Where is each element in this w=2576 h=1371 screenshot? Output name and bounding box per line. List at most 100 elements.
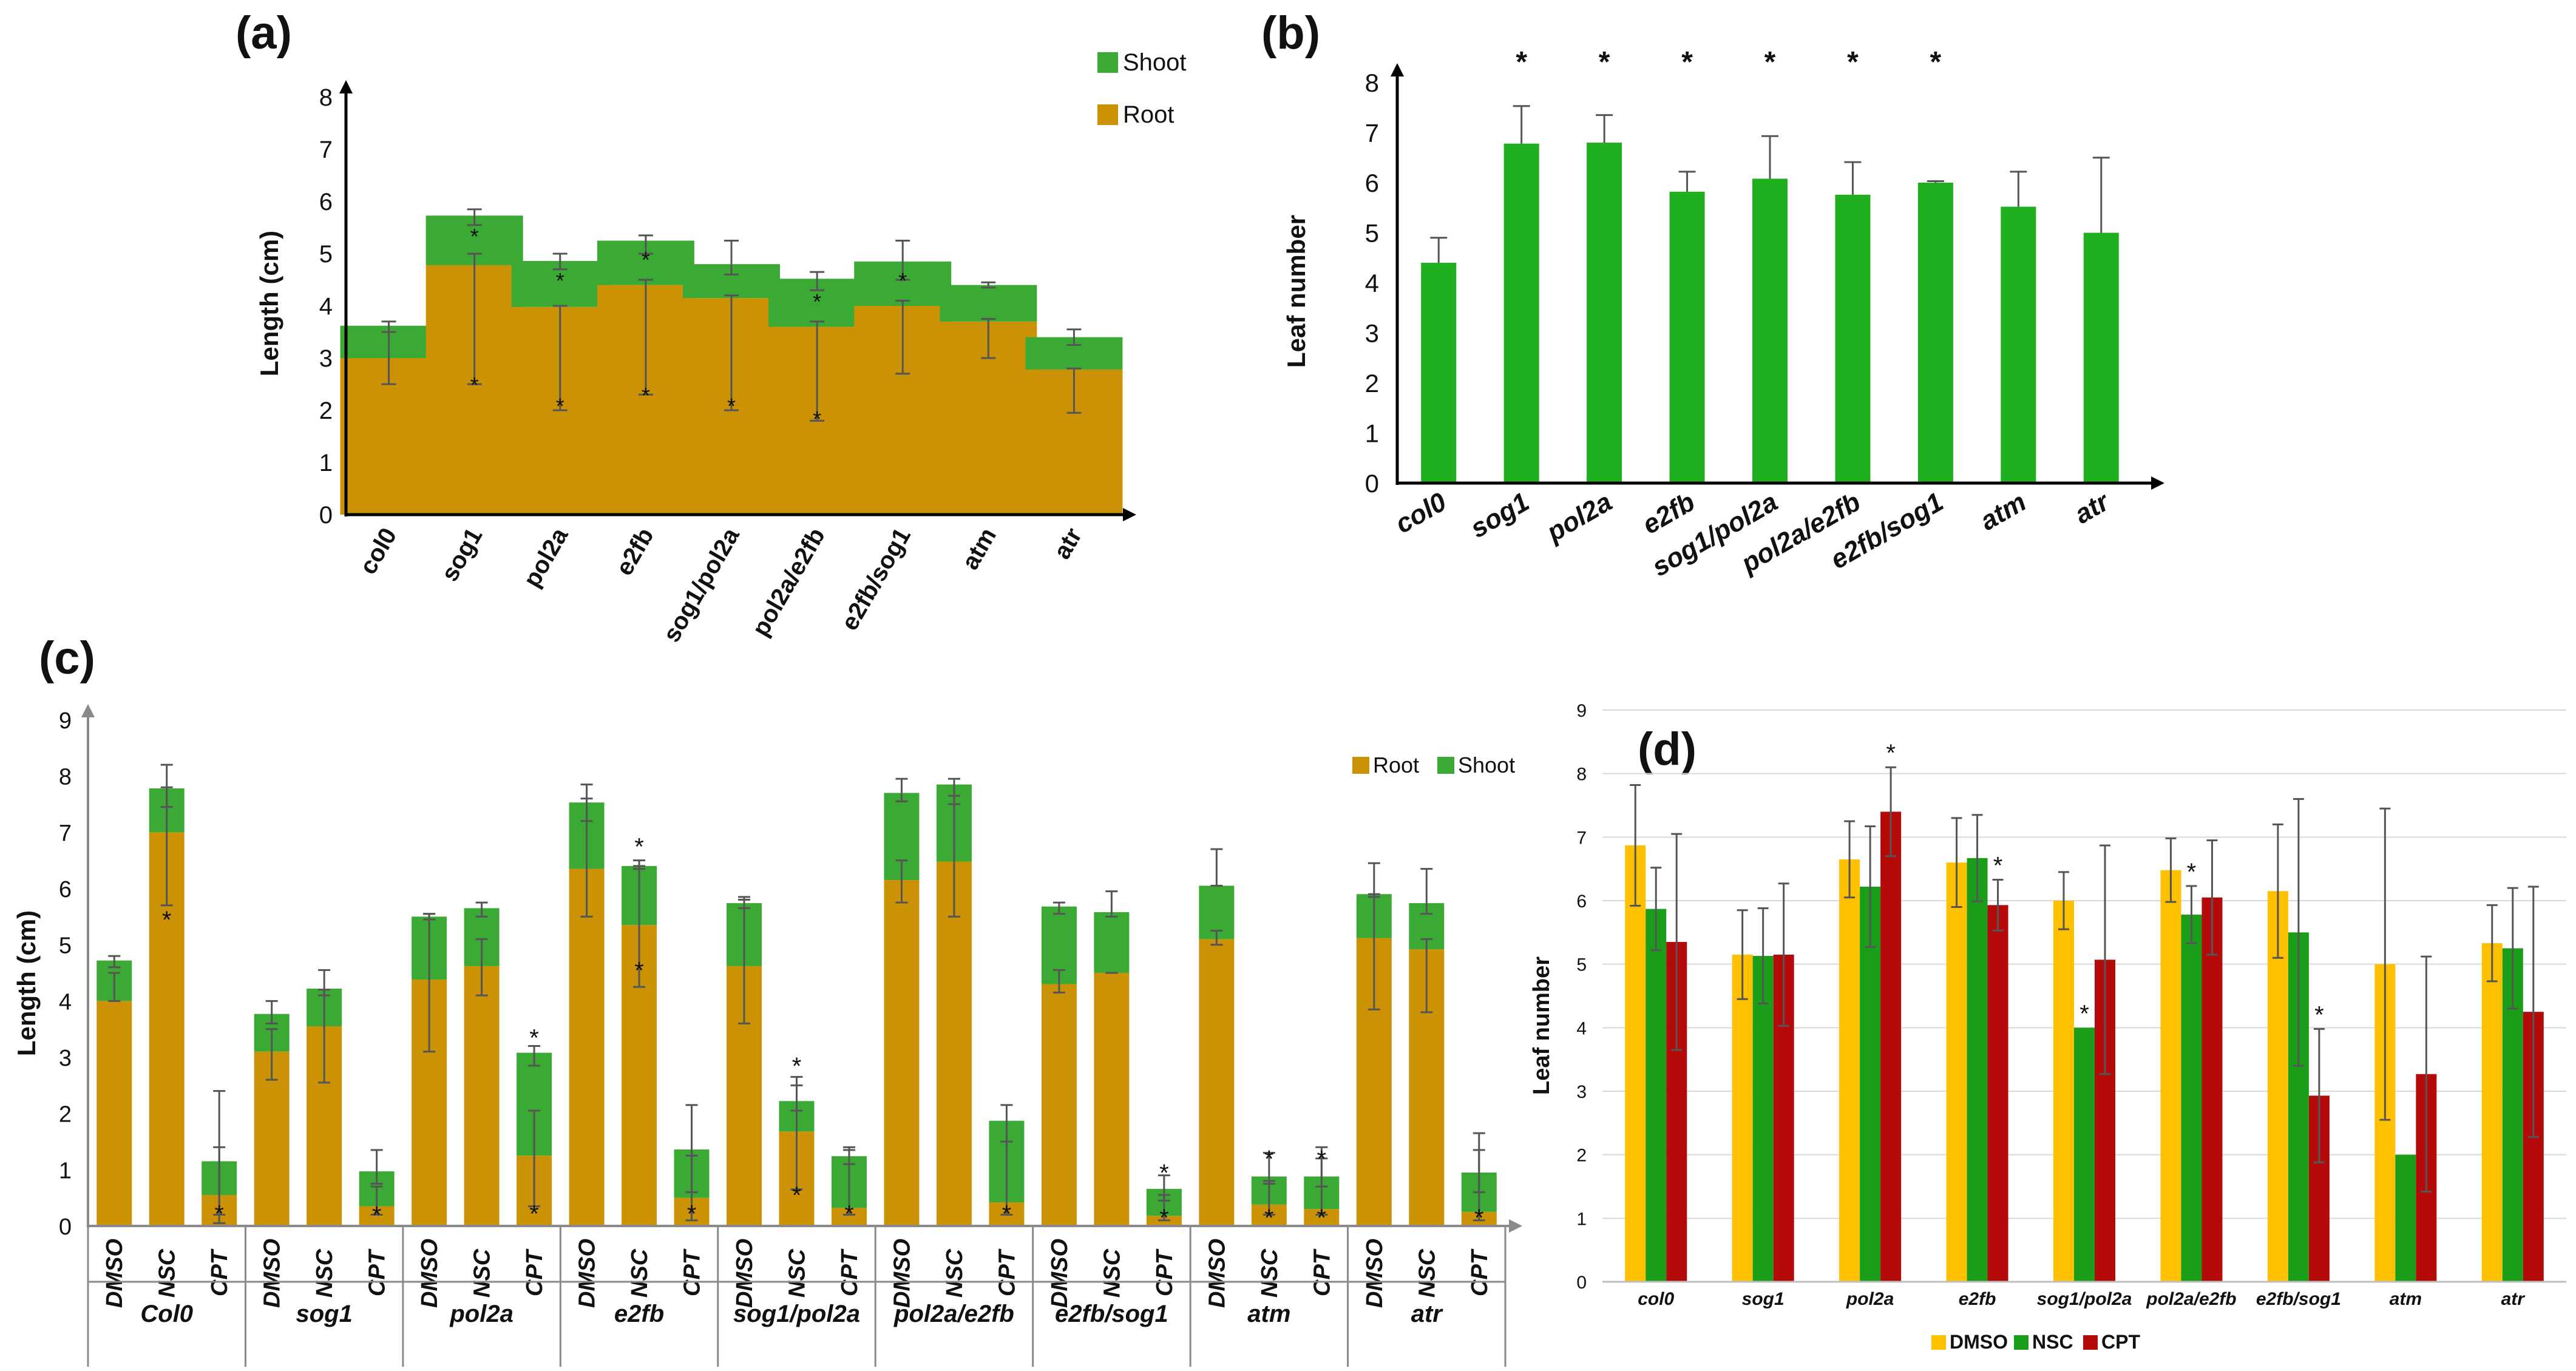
c-xtick-5: CPT <box>365 1248 390 1296</box>
a-ytick-6: 6 <box>319 189 333 215</box>
panel-label-c: (c) <box>39 632 95 684</box>
b-xtick-7: atm <box>1975 487 2031 537</box>
c-ytick-8: 8 <box>59 765 72 790</box>
c-bar-root-0 <box>97 1001 132 1226</box>
c-xtick-26: CPT <box>1467 1248 1493 1296</box>
c-bar-root-15 <box>884 880 920 1226</box>
c-xtick-10: NSC <box>627 1248 652 1298</box>
b-xtick-2: pol2a <box>1541 487 1617 547</box>
b-ytick-2: 2 <box>1365 369 1379 398</box>
c-ytick-5: 5 <box>59 933 72 959</box>
d-bar-dmso-1 <box>1732 954 1753 1282</box>
d-bar-dmso-0 <box>1625 845 1646 1282</box>
d-bar-dmso-8 <box>2481 943 2503 1282</box>
d-xtick-2: pol2a <box>1846 1289 1894 1309</box>
a-y-axis-arrow <box>339 80 353 93</box>
b-ytick-3: 3 <box>1365 319 1379 348</box>
b-bar-0 <box>1421 263 1457 483</box>
legend-c-shoot-label: Shoot <box>1458 753 1515 777</box>
c-bar-root-7 <box>464 966 500 1226</box>
a-ytick-5: 5 <box>319 241 333 268</box>
b-x-axis-arrow <box>2151 476 2164 490</box>
c-xtick-8: CPT <box>522 1248 547 1296</box>
legend-d-dmso-label: DMSO <box>1950 1331 2008 1353</box>
c-ytick-2: 2 <box>59 1102 72 1128</box>
c-ytick-4: 4 <box>59 989 72 1015</box>
d-sig-cpt-3: * <box>1993 852 2003 879</box>
d-sig-cpt-2: * <box>1886 740 1896 767</box>
c-sig-shoot-22: * <box>1264 1146 1274 1173</box>
c-bar-root-9 <box>569 868 605 1226</box>
d-sig-cpt-6: * <box>2314 1001 2324 1028</box>
b-bar-6 <box>1917 183 1953 483</box>
legend-d-cpt-swatch <box>2083 1335 2098 1350</box>
c-sig-shoot-10: * <box>634 834 644 861</box>
c-bar-root-19 <box>1094 973 1130 1226</box>
a-ytick-8: 8 <box>319 84 333 111</box>
a-ytick-4: 4 <box>319 293 333 320</box>
c-xtick-11: CPT <box>680 1248 705 1296</box>
d-ytick-8: 8 <box>1576 765 1587 785</box>
d-ytick-0: 0 <box>1576 1273 1587 1293</box>
b-ytick-0: 0 <box>1365 469 1379 498</box>
legend-c-shoot-swatch <box>1437 757 1454 774</box>
d-ytick-3: 3 <box>1576 1082 1587 1102</box>
c-xtick-15: DMSO <box>889 1239 915 1308</box>
a-sig-root-3: * <box>642 383 650 408</box>
a-sig-shoot-2: * <box>556 268 564 293</box>
a-xtick-8: atr <box>1049 524 1088 564</box>
c-group-label-6: e2fb/sog1 <box>1055 1301 1168 1327</box>
c-group-label-0: Col0 <box>140 1301 193 1327</box>
panel-d-ylabel: Leaf number <box>1529 956 1554 1095</box>
c-bar-root-3 <box>254 1051 290 1226</box>
d-ytick-5: 5 <box>1576 955 1587 975</box>
c-ytick-7: 7 <box>59 821 72 846</box>
a-ytick-7: 7 <box>319 137 333 163</box>
c-xtick-9: DMSO <box>575 1239 600 1308</box>
b-sig-4: * <box>1764 46 1776 78</box>
c-sig-root-23: * <box>1317 1205 1327 1231</box>
a-sig-shoot-6: * <box>898 268 907 293</box>
a-ytick-1: 1 <box>319 450 333 476</box>
c-xtick-25: NSC <box>1414 1248 1440 1298</box>
a-xtick-5: pol2a/e2fb <box>747 524 830 641</box>
d-xtick-5: pol2a/e2fb <box>2146 1289 2236 1309</box>
d-ytick-9: 9 <box>1576 701 1587 721</box>
b-xtick-8: atr <box>2070 486 2116 530</box>
c-xtick-6: DMSO <box>417 1239 442 1308</box>
d-ytick-2: 2 <box>1576 1146 1587 1166</box>
b-bar-8 <box>2083 232 2119 483</box>
c-sig-root-5: * <box>372 1202 382 1228</box>
b-sig-6: * <box>1930 46 1942 78</box>
c-xtick-0: DMSO <box>102 1239 127 1308</box>
a-xtick-4: sog1/pol2a <box>658 523 745 647</box>
c-sig-root-2: * <box>214 1201 224 1228</box>
panel-label-b: (b) <box>1261 7 1320 59</box>
a-sig-shoot-1: * <box>470 224 479 249</box>
c-sig-root-11: * <box>687 1201 697 1228</box>
legend-c-root-label: Root <box>1373 753 1419 777</box>
d-xtick-1: sog1 <box>1742 1289 1785 1309</box>
a-xtick-6: e2fb/sog1 <box>836 524 916 635</box>
d-bar-dmso-2 <box>1839 859 1860 1282</box>
legend-d-cpt-label: CPT <box>2101 1331 2140 1353</box>
c-xtick-2: CPT <box>207 1248 232 1296</box>
a-xtick-1: sog1 <box>436 524 488 586</box>
b-sig-3: * <box>1681 46 1693 78</box>
b-ytick-7: 7 <box>1365 119 1379 147</box>
panel-b-ylabel: Leaf number <box>1282 215 1310 368</box>
legend-c-root-swatch <box>1352 757 1369 774</box>
legend-d-nsc-swatch <box>2014 1335 2029 1350</box>
panel-c-ylabel: Length (cm) <box>12 910 41 1056</box>
c-sig-root-10: * <box>634 957 644 984</box>
c-bar-root-18 <box>1041 984 1077 1226</box>
c-sig-shoot-8: * <box>529 1025 539 1052</box>
d-bar-nsc-7 <box>2395 1154 2416 1282</box>
d-ytick-4: 4 <box>1576 1018 1587 1038</box>
d-bar-nsc-2 <box>1860 886 1881 1282</box>
b-sig-2: * <box>1599 46 1610 78</box>
a-sig-root-4: * <box>727 393 736 418</box>
c-ytick-1: 1 <box>59 1158 72 1183</box>
d-bar-nsc-4 <box>2074 1027 2095 1282</box>
d-bar-nsc-0 <box>1646 909 1667 1282</box>
